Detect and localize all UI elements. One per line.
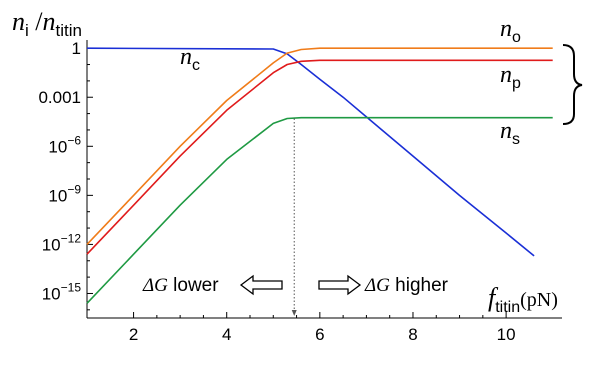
x-tick-label: 8	[408, 325, 417, 344]
arrow-right-icon	[318, 274, 362, 296]
series-lines	[86, 47, 553, 304]
series-line-n_c	[86, 47, 535, 257]
series-line-n_o	[86, 47, 553, 245]
arrow-left-icon	[239, 274, 283, 296]
delta-g-higher-text: ΔG higher	[364, 275, 449, 296]
y-axis-label: ni /ntitin	[12, 7, 82, 40]
threshold-arrowhead	[291, 310, 297, 316]
axis-ticks: 2 4 6 8 10 1 0.001 10−6 10−9 10−12 10−15	[38, 39, 515, 344]
series-label-s: ns	[500, 118, 520, 148]
series-label-p: np	[500, 62, 521, 92]
series-line-n_p	[86, 59, 553, 255]
x-tick-label: 6	[315, 325, 324, 344]
y-tick-label: 0.001	[38, 88, 81, 107]
delta-g-lower-text: ΔG lower	[142, 275, 219, 296]
y-tick-label: 10−12	[42, 231, 82, 254]
y-tick-label: 1	[72, 39, 81, 58]
series-label-c: nc	[180, 44, 200, 74]
x-tick-label: 4	[222, 325, 231, 344]
y-tick-label: 10−9	[48, 182, 81, 205]
x-axis-label: ftitin(pN)	[488, 283, 558, 316]
x-tick-label: 2	[129, 325, 138, 344]
series-line-n_s	[86, 116, 553, 304]
curly-brace-icon	[562, 44, 583, 125]
y-tick-label: 10−15	[42, 280, 82, 303]
x-tick-label: 10	[497, 325, 516, 344]
series-label-o: no	[500, 16, 521, 46]
y-tick-label: 10−6	[48, 133, 81, 156]
